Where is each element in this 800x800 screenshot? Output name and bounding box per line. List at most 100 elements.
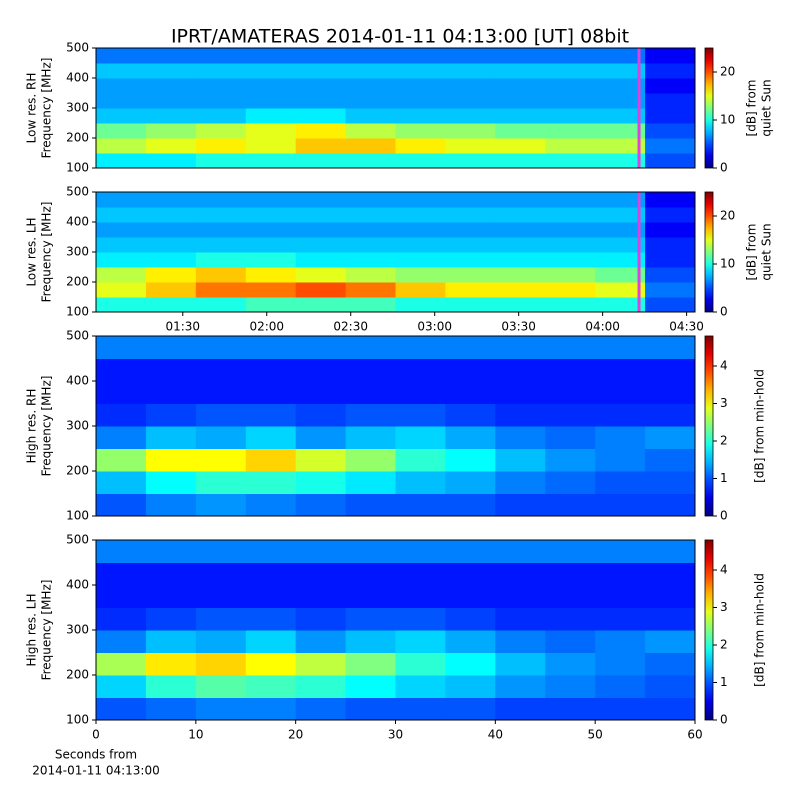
heat-cell — [495, 48, 546, 64]
heat-cell — [345, 207, 396, 223]
heat-cell — [195, 471, 247, 494]
heat-cell — [245, 237, 297, 253]
heat-cell — [395, 123, 446, 139]
heat-cell — [295, 675, 347, 698]
heat-cell — [245, 585, 297, 608]
heat-cell — [545, 192, 596, 208]
y-axis-label: High res. RH — [25, 389, 39, 464]
heat-cell — [395, 138, 446, 154]
heat-cell — [645, 138, 696, 154]
heat-cell — [495, 562, 546, 586]
y-axis-label: Frequency [MHz] — [40, 580, 54, 681]
x-tick-label: 02:00 — [249, 320, 284, 334]
heat-cell — [495, 358, 546, 382]
heat-cell — [295, 252, 347, 268]
heat-cell — [495, 381, 546, 404]
heat-cell — [645, 207, 696, 223]
heat-cell — [595, 448, 646, 472]
heat-cell — [395, 297, 446, 313]
heat-cell — [495, 675, 546, 698]
heat-cell — [145, 403, 197, 427]
heat-cell — [295, 78, 347, 94]
heat-cell — [495, 138, 546, 154]
colorbar-label: [dB] from — [745, 224, 759, 281]
heat-cell — [96, 297, 147, 313]
heat-cell — [345, 358, 396, 382]
heat-cell — [595, 207, 646, 223]
heat-cell — [595, 78, 646, 94]
colorbar-tick-label: 10 — [720, 113, 735, 127]
heat-cell — [145, 222, 197, 238]
heat-cell — [195, 297, 247, 313]
heat-cell — [595, 336, 646, 359]
heat-cell — [445, 108, 496, 124]
heat-cell — [595, 48, 646, 64]
heat-cell — [295, 108, 347, 124]
heat-cell — [445, 252, 496, 268]
y-tick-label: 100 — [66, 161, 89, 175]
heat-cell — [96, 252, 147, 268]
colorbar — [704, 191, 714, 313]
y-tick-label: 400 — [66, 578, 89, 592]
heat-cell — [645, 448, 696, 472]
heat-cell — [245, 252, 297, 268]
heat-cell — [345, 675, 396, 698]
x-tick-label: 03:00 — [417, 320, 452, 334]
heat-cell — [545, 237, 596, 253]
heat-cell — [295, 297, 347, 313]
heat-cell — [445, 426, 496, 449]
heat-cell — [445, 540, 496, 563]
heat-cell — [445, 192, 496, 208]
heat-cell — [245, 471, 297, 494]
heat-cell — [295, 48, 347, 64]
heat-cell — [295, 403, 347, 427]
heat-cell — [145, 493, 197, 517]
x-axis-label: 2014-01-11 04:13:00 — [32, 764, 159, 778]
heat-cell — [345, 493, 396, 517]
heat-cell — [495, 697, 546, 721]
heat-cell — [545, 267, 596, 283]
heat-cell — [395, 403, 446, 427]
heat-cell — [595, 252, 646, 268]
heat-cell — [195, 403, 247, 427]
heat-cell — [495, 493, 546, 517]
heat-cell — [345, 562, 396, 586]
heat-cell — [245, 48, 297, 64]
heat-cell — [96, 403, 147, 427]
heat-cell — [295, 282, 347, 298]
heat-cell — [395, 222, 446, 238]
heat-cell — [245, 93, 297, 109]
heat-cell — [245, 192, 297, 208]
heat-cell — [445, 562, 496, 586]
heat-cell — [645, 48, 696, 64]
heat-cell — [495, 108, 546, 124]
colorbar-tick-label: 3 — [720, 396, 728, 410]
heat-cell — [145, 607, 197, 631]
heat-cell — [96, 222, 147, 238]
heat-cell — [395, 426, 446, 449]
heat-cell — [345, 448, 396, 472]
heat-cell — [595, 297, 646, 313]
heat-cell — [145, 652, 197, 676]
heat-cell — [595, 381, 646, 404]
heat-cell — [345, 192, 396, 208]
heat-cell — [145, 381, 197, 404]
heat-cell — [96, 562, 147, 586]
heat-cell — [96, 153, 147, 169]
heat-cell — [96, 607, 147, 631]
heat-cell — [96, 448, 147, 472]
heat-cell — [395, 471, 446, 494]
heat-cell — [245, 297, 297, 313]
x-tick-label: 20 — [288, 728, 303, 742]
heat-cell — [445, 607, 496, 631]
heat-cell — [295, 358, 347, 382]
heat-cell — [445, 237, 496, 253]
heat-cell — [645, 607, 696, 631]
colorbar-tick-label: 0 — [720, 305, 728, 319]
colorbar-tick-label: 4 — [720, 359, 728, 373]
heat-cell — [595, 93, 646, 109]
heat-cell — [595, 697, 646, 721]
heat-cell — [345, 267, 396, 283]
heat-cell — [195, 540, 247, 563]
heat-cell — [345, 237, 396, 253]
